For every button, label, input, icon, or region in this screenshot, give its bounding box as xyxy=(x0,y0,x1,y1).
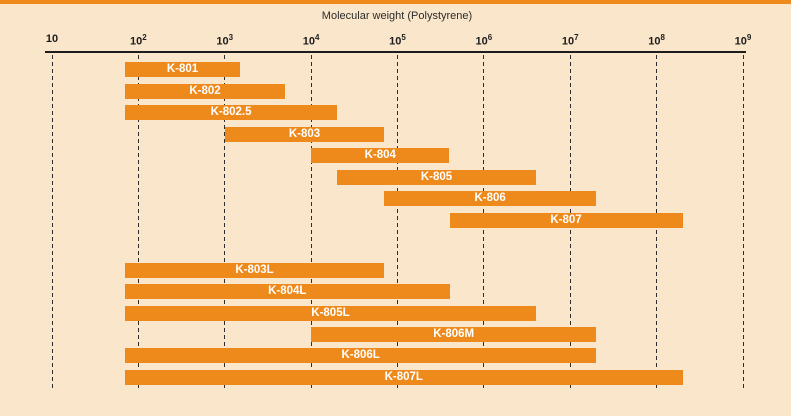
range-bar: K-805L xyxy=(125,305,536,321)
range-bar-label: K-807 xyxy=(550,213,582,226)
range-bar: K-803L xyxy=(125,263,385,278)
x-axis-tick-label: 102 xyxy=(130,33,147,48)
x-axis-tick-label: 106 xyxy=(475,33,493,48)
x-axis-tick-label: 109 xyxy=(734,33,752,48)
range-bar-label: K-805L xyxy=(311,306,350,319)
range-bar-label: K-803L xyxy=(235,264,274,276)
x-axis-tick-label: 105 xyxy=(389,33,406,48)
range-bar: K-806M xyxy=(311,326,597,342)
range-bar: K-801 xyxy=(125,62,240,77)
decade-gridline xyxy=(51,55,53,391)
top-accent-bar xyxy=(0,0,791,4)
range-bar-label: K-801 xyxy=(166,63,199,75)
x-axis-line xyxy=(45,51,746,53)
range-bar-label: K-806M xyxy=(433,327,475,340)
range-bar-label: K-806 xyxy=(474,192,506,205)
range-bar: K-806L xyxy=(125,348,597,364)
range-bar-label: K-804L xyxy=(268,285,307,298)
range-bar: K-806 xyxy=(384,191,597,207)
range-bar-label: K-803 xyxy=(288,127,321,140)
decade-gridline xyxy=(742,55,744,391)
range-bar: K-804 xyxy=(311,148,450,164)
x-axis-tick-label: 103 xyxy=(216,33,234,48)
range-bar-label: K-806L xyxy=(341,349,380,362)
range-bar: K-807L xyxy=(125,369,683,385)
decade-gridline xyxy=(397,55,398,391)
range-bar: K-805 xyxy=(337,169,536,185)
decade-gridline xyxy=(137,55,139,391)
range-bar: K-807 xyxy=(449,212,683,228)
range-bar-label: K-802.5 xyxy=(210,106,252,119)
x-axis-title: Molecular weight (Polystyrene) xyxy=(321,10,473,22)
range-bar: K-804L xyxy=(125,284,450,300)
x-axis-tick-label: 107 xyxy=(561,33,579,48)
decade-gridline xyxy=(310,55,312,391)
range-bar-label: K-802 xyxy=(189,84,221,97)
x-axis-tick-label: 104 xyxy=(302,33,320,48)
x-axis-tick-label: 10 xyxy=(45,33,59,45)
range-bar-label: K-805 xyxy=(420,170,453,183)
range-bar: K-802 xyxy=(125,83,286,99)
range-bar-label: K-807L xyxy=(384,370,423,383)
range-bar-label: K-804 xyxy=(364,149,396,162)
x-axis-tick-label: 108 xyxy=(648,33,665,48)
range-bar: K-802.5 xyxy=(125,105,338,121)
range-bar: K-803 xyxy=(224,126,385,142)
decade-gridline xyxy=(224,55,226,391)
